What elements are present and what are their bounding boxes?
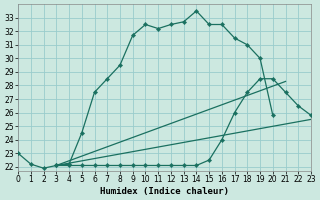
X-axis label: Humidex (Indice chaleur): Humidex (Indice chaleur) [100, 187, 229, 196]
